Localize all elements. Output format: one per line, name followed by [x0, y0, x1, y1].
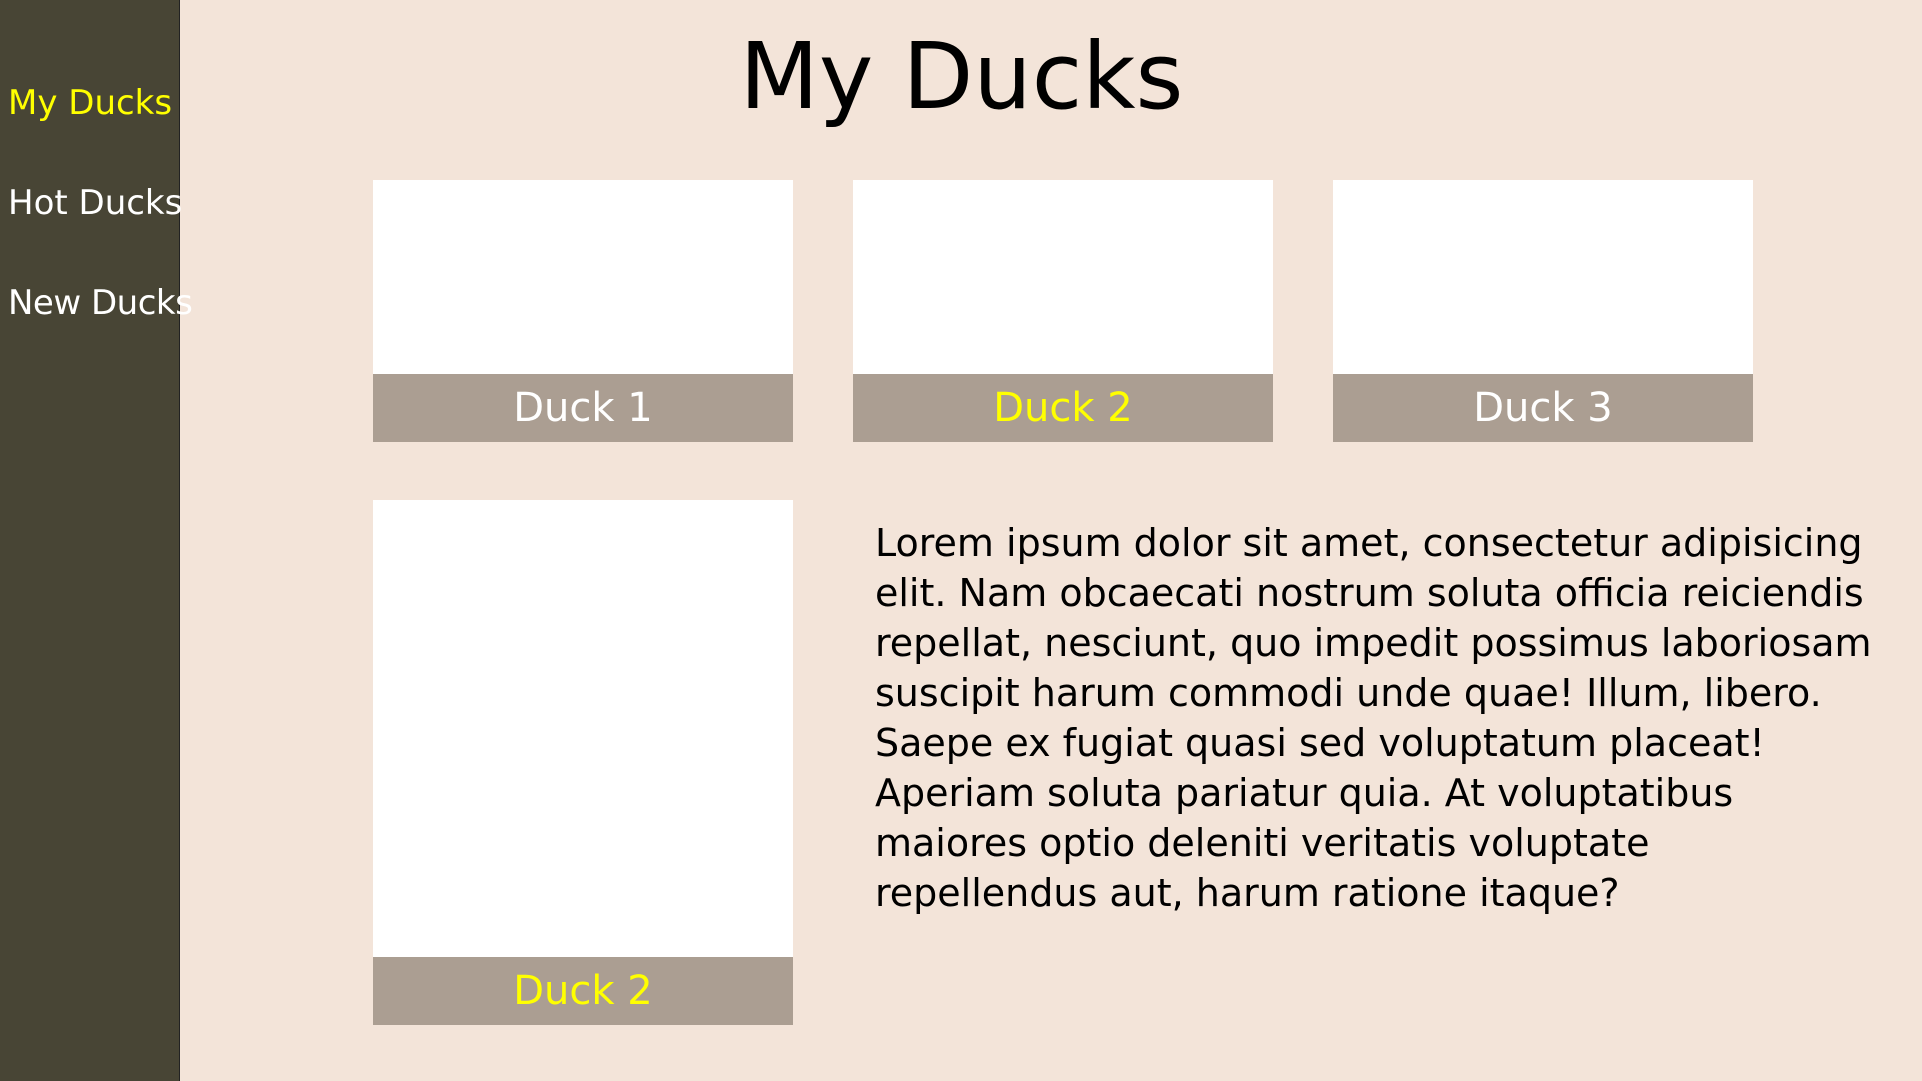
duck-image-placeholder	[853, 180, 1273, 374]
duck-card-label: Duck 2	[853, 374, 1273, 442]
sidebar-item-new-ducks[interactable]: New Ducks	[8, 283, 193, 323]
duck-card-3[interactable]: Duck 3	[1333, 180, 1753, 442]
selected-duck-image	[373, 500, 793, 957]
duck-card-label: Duck 3	[1333, 374, 1753, 442]
duck-card-2[interactable]: Duck 2	[853, 180, 1273, 442]
page-title: My Ducks	[739, 23, 1184, 130]
sidebar-item-hot-ducks[interactable]: Hot Ducks	[8, 183, 183, 223]
selected-duck-card: Duck 2	[373, 500, 793, 1025]
sidebar: My Ducks Hot Ducks New Ducks	[0, 0, 193, 1081]
duck-image-placeholder	[373, 180, 793, 374]
duck-image-placeholder	[1333, 180, 1753, 374]
selected-duck-label: Duck 2	[373, 957, 793, 1025]
sidebar-item-my-ducks[interactable]: My Ducks	[8, 83, 173, 123]
duck-card-1[interactable]: Duck 1	[373, 180, 793, 442]
duck-description: Lorem ipsum dolor sit amet, consectetur …	[875, 521, 1872, 915]
duck-card-label: Duck 1	[373, 374, 793, 442]
